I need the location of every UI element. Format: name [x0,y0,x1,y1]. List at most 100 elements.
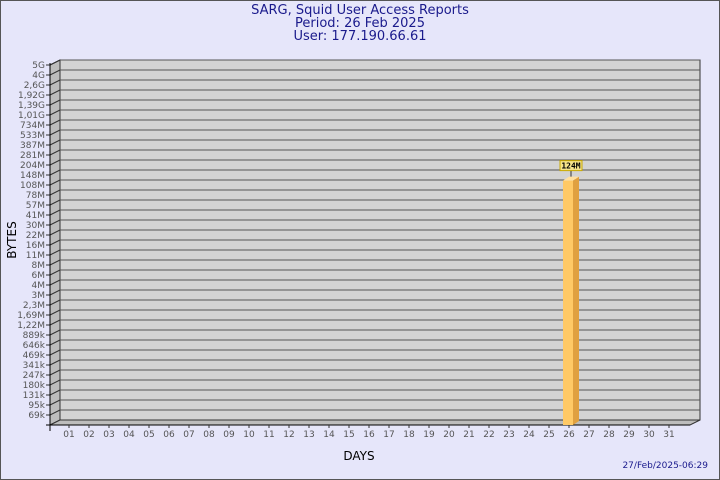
y-gridline-side [49,109,61,116]
y-tick-label: 204M [20,161,45,171]
x-tick-label: 23 [503,430,514,440]
y-tick-label: 8M [32,261,46,271]
bar [563,180,573,425]
y-gridline-side [49,289,61,296]
x-tick-label: 24 [523,430,535,440]
x-tick-label: 28 [603,430,615,440]
x-tick-label: 03 [103,430,114,440]
x-tick-label: 09 [223,430,235,440]
y-gridline-side [49,379,61,386]
x-tick-label: 30 [643,430,655,440]
x-tick-label: 13 [303,430,314,440]
timestamp: 27/Feb/2025-06:29 [622,461,708,471]
y-tick-label: 41M [26,211,45,221]
y-gridline-side [49,409,61,416]
x-tick-label: 19 [423,430,435,440]
y-tick-label: 1,92G [18,91,45,101]
y-gridline-side [49,99,61,106]
x-tick-label: 08 [203,430,215,440]
y-tick-label: 6M [32,271,46,281]
y-tick-label: 131k [23,391,46,401]
y-gridline-side [49,169,61,176]
y-tick-label: 2,3M [23,301,45,311]
y-tick-label: 646k [23,341,46,351]
x-tick-label: 17 [383,430,394,440]
y-tick-label: 1,69M [17,311,45,321]
y-tick-label: 469k [23,351,46,361]
y-tick-label: 533M [20,131,45,141]
y-gridline-side [49,399,61,406]
y-tick-label: 22M [26,231,45,241]
y-tick-label: 148M [20,171,45,181]
y-tick-label: 69k [28,411,45,421]
y-tick-label: 889k [23,331,46,341]
y-gridline-side [49,359,61,366]
x-tick-label: 05 [143,430,154,440]
x-tick-label: 06 [163,430,175,440]
y-tick-label: 247k [23,371,46,381]
bar-label-box [559,160,583,172]
x-tick-label: 12 [283,430,294,440]
y-gridline-side [49,389,61,396]
y-gridline-side [49,369,61,376]
x-tick-label: 25 [543,430,554,440]
y-gridline-side [49,239,61,246]
y-gridline-side [49,219,61,226]
y-tick-label: 3M [32,291,46,301]
y-gridline-side [49,179,61,186]
x-tick-label: 27 [583,430,594,440]
y-gridline-side [49,349,61,356]
y-gridline-side [49,249,61,256]
x-tick-label: 22 [483,430,494,440]
y-gridline-side [49,319,61,326]
x-tick-label: 31 [663,430,674,440]
bar-top [563,176,579,181]
y-tick-label: 2,6G [24,81,45,91]
chart-title: SARG, Squid User Access Reports [251,3,469,18]
x-tick-label: 01 [63,430,74,440]
y-gridline-side [49,309,61,316]
x-tick-label: 04 [123,430,135,440]
y-gridline-side [49,229,61,236]
x-tick-label: 11 [263,430,274,440]
chart-period: Period: 26 Feb 2025 [295,16,425,31]
y-gridline-side [49,189,61,196]
y-gridline-side [49,259,61,266]
x-tick-label: 16 [363,430,375,440]
y-tick-label: 5G [32,61,45,71]
y-gridline-side [49,209,61,216]
y-gridline-side [49,159,61,166]
y-gridline-side [49,89,61,96]
y-tick-label: 30M [26,221,45,231]
y-gridline-side [49,199,61,206]
y-gridline-side [49,269,61,276]
y-tick-label: 387M [20,141,45,151]
y-tick-label: 108M [20,181,45,191]
y-gridline-side [49,129,61,136]
y-gridline-side [49,339,61,346]
y-gridline-side [49,69,61,76]
y-tick-label: 1,01G [18,111,45,121]
y-gridline-side [49,79,61,86]
y-gridline-side [49,119,61,126]
x-tick-label: 07 [183,430,194,440]
chart-user: User: 177.190.66.61 [293,29,427,44]
x-tick-label: 10 [243,430,255,440]
y-tick-label: 734M [20,121,45,131]
x-tick-label: 14 [323,430,335,440]
y-tick-label: 341k [23,361,46,371]
y-gridline-side [49,139,61,146]
x-tick-label: 29 [623,430,635,440]
plot-floor [49,419,701,426]
y-tick-label: 57M [26,201,45,211]
y-tick-label: 4G [32,71,45,81]
x-tick-label: 26 [563,430,575,440]
y-axis-label: BYTES [5,221,19,258]
x-tick-label: 20 [443,430,455,440]
x-tick-label: 02 [83,430,94,440]
bar-side [573,176,579,425]
bar-value-label: 124M [561,162,580,171]
y-tick-label: 1,22M [17,321,45,331]
x-tick-label: 18 [403,430,415,440]
